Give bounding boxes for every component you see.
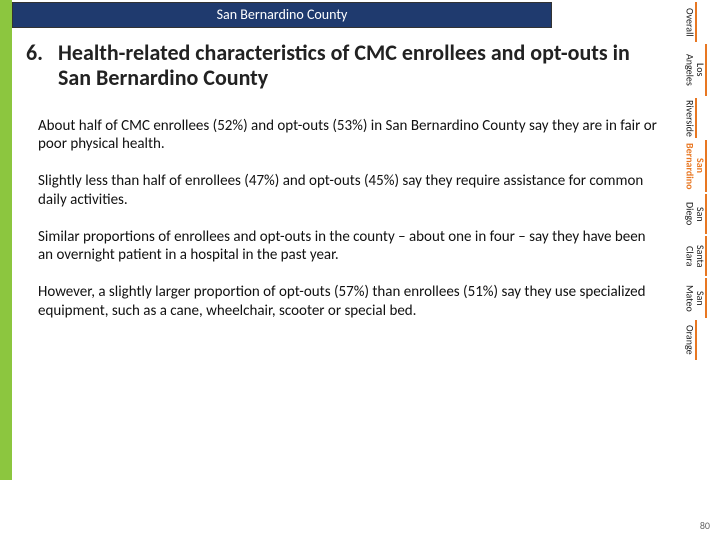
section-number: 6. <box>26 40 58 91</box>
tab-san-bernardino[interactable]: San Bernardino <box>684 140 707 192</box>
bullet-item: However, a slightly larger proportion of… <box>38 283 661 321</box>
tab-overall[interactable]: Overall <box>684 2 697 42</box>
content-area: 6. Health-related characteristics of CMC… <box>26 40 661 339</box>
section-heading: 6. Health-related characteristics of CMC… <box>26 40 661 91</box>
tab-santa-clara[interactable]: Santa Clara <box>684 236 707 276</box>
bullet-item: Slightly less than half of enrollees (47… <box>38 172 661 210</box>
tab-san-mateo[interactable]: San Mateo <box>684 278 707 318</box>
side-tabs: Overall Los Angeles Riverside San Bernar… <box>684 2 712 362</box>
left-accent-bar <box>0 0 12 480</box>
tab-riverside[interactable]: Riverside <box>684 98 697 138</box>
section-title-text: Health-related characteristics of CMC en… <box>58 40 661 91</box>
header-title-bar: San Bernardino County <box>12 2 552 28</box>
bullet-list: About half of CMC enrollees (52%) and op… <box>26 117 661 321</box>
bullet-item: Similar proportions of enrollees and opt… <box>38 228 661 266</box>
header-title: San Bernardino County <box>217 6 348 23</box>
bullet-item: About half of CMC enrollees (52%) and op… <box>38 117 661 155</box>
tab-orange[interactable]: Orange <box>684 320 697 360</box>
tab-san-diego[interactable]: San Diego <box>684 194 707 234</box>
tab-los-angeles[interactable]: Los Angeles <box>684 44 707 96</box>
page-number: 80 <box>700 519 710 532</box>
